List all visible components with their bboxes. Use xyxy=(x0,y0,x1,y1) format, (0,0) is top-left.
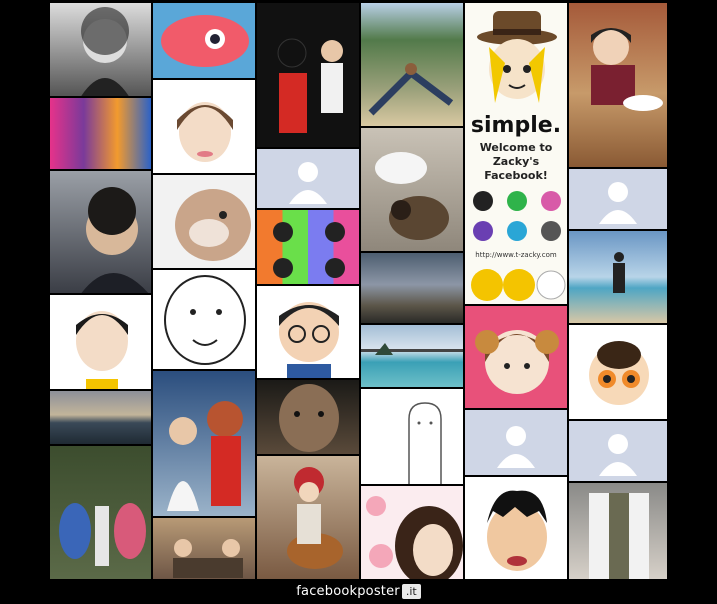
default-avatar-icon xyxy=(599,434,637,476)
poster-footer: facebookposter .it xyxy=(0,578,717,604)
character-grid-icon xyxy=(473,191,561,241)
hat-character-icon xyxy=(477,11,557,103)
photo-default-profile[interactable] xyxy=(464,409,568,476)
photo-warhol-portrait[interactable] xyxy=(256,209,360,285)
photo-man-jacket[interactable] xyxy=(568,482,668,580)
photo-cartoon-glasses[interactable] xyxy=(256,285,360,379)
photo-elastigirl[interactable] xyxy=(152,370,256,517)
photo-closeup-face[interactable] xyxy=(256,379,360,455)
photo-default-profile[interactable] xyxy=(256,148,360,209)
photo-woman-restaurant[interactable] xyxy=(568,2,668,168)
photo-mii-avatar-woman[interactable] xyxy=(152,79,256,174)
photo-pencil-toys[interactable] xyxy=(49,97,152,170)
photo-girl-guitar[interactable] xyxy=(256,455,360,580)
default-avatar-icon xyxy=(599,182,637,224)
photo-default-profile[interactable] xyxy=(568,168,668,230)
featured-subtitle: Welcome to Zacky's Facebook! xyxy=(479,141,553,182)
photo-koi-drawing[interactable] xyxy=(152,2,256,79)
default-avatar-icon xyxy=(289,161,327,204)
photo-sunset-sky[interactable] xyxy=(360,252,464,324)
photo-person-on-beach[interactable] xyxy=(568,230,668,324)
photo-default-profile[interactable] xyxy=(568,420,668,482)
photo-line-drawing[interactable] xyxy=(360,388,464,485)
brand-suffix[interactable]: .it xyxy=(401,583,421,599)
photo-yoga-beach[interactable] xyxy=(360,2,464,127)
photo-bridge-sea[interactable] xyxy=(360,324,464,388)
photo-mickey-mouse[interactable] xyxy=(256,2,360,148)
featured-title: simple. xyxy=(470,113,562,138)
photo-man-glasses-bw[interactable] xyxy=(49,2,152,97)
featured-url[interactable]: http://www.t-zacky.com xyxy=(475,251,557,259)
photo-bulldog[interactable] xyxy=(152,174,256,269)
featured-simple-poster[interactable]: simple. Welcome to Zacky's Facebook! htt… xyxy=(464,2,568,305)
photo-sea-horizon[interactable] xyxy=(49,390,152,445)
default-avatar-icon xyxy=(497,425,535,468)
photo-puff-girl[interactable] xyxy=(568,324,668,420)
photo-cats-sleeping[interactable] xyxy=(360,127,464,252)
photo-mii-avatar[interactable] xyxy=(49,294,152,390)
photo-man-glasses[interactable] xyxy=(49,170,152,294)
photo-flower-girl[interactable] xyxy=(360,485,464,580)
photo-anime-girl[interactable] xyxy=(464,305,568,409)
photo-cartoon-man[interactable] xyxy=(464,476,568,580)
photo-family-dinner[interactable] xyxy=(152,517,256,580)
brand-text[interactable]: facebookposter xyxy=(296,583,400,599)
photo-stitch-characters[interactable] xyxy=(49,445,152,580)
mascot-characters-icon xyxy=(471,269,566,301)
photo-sketch-face[interactable] xyxy=(152,269,256,370)
